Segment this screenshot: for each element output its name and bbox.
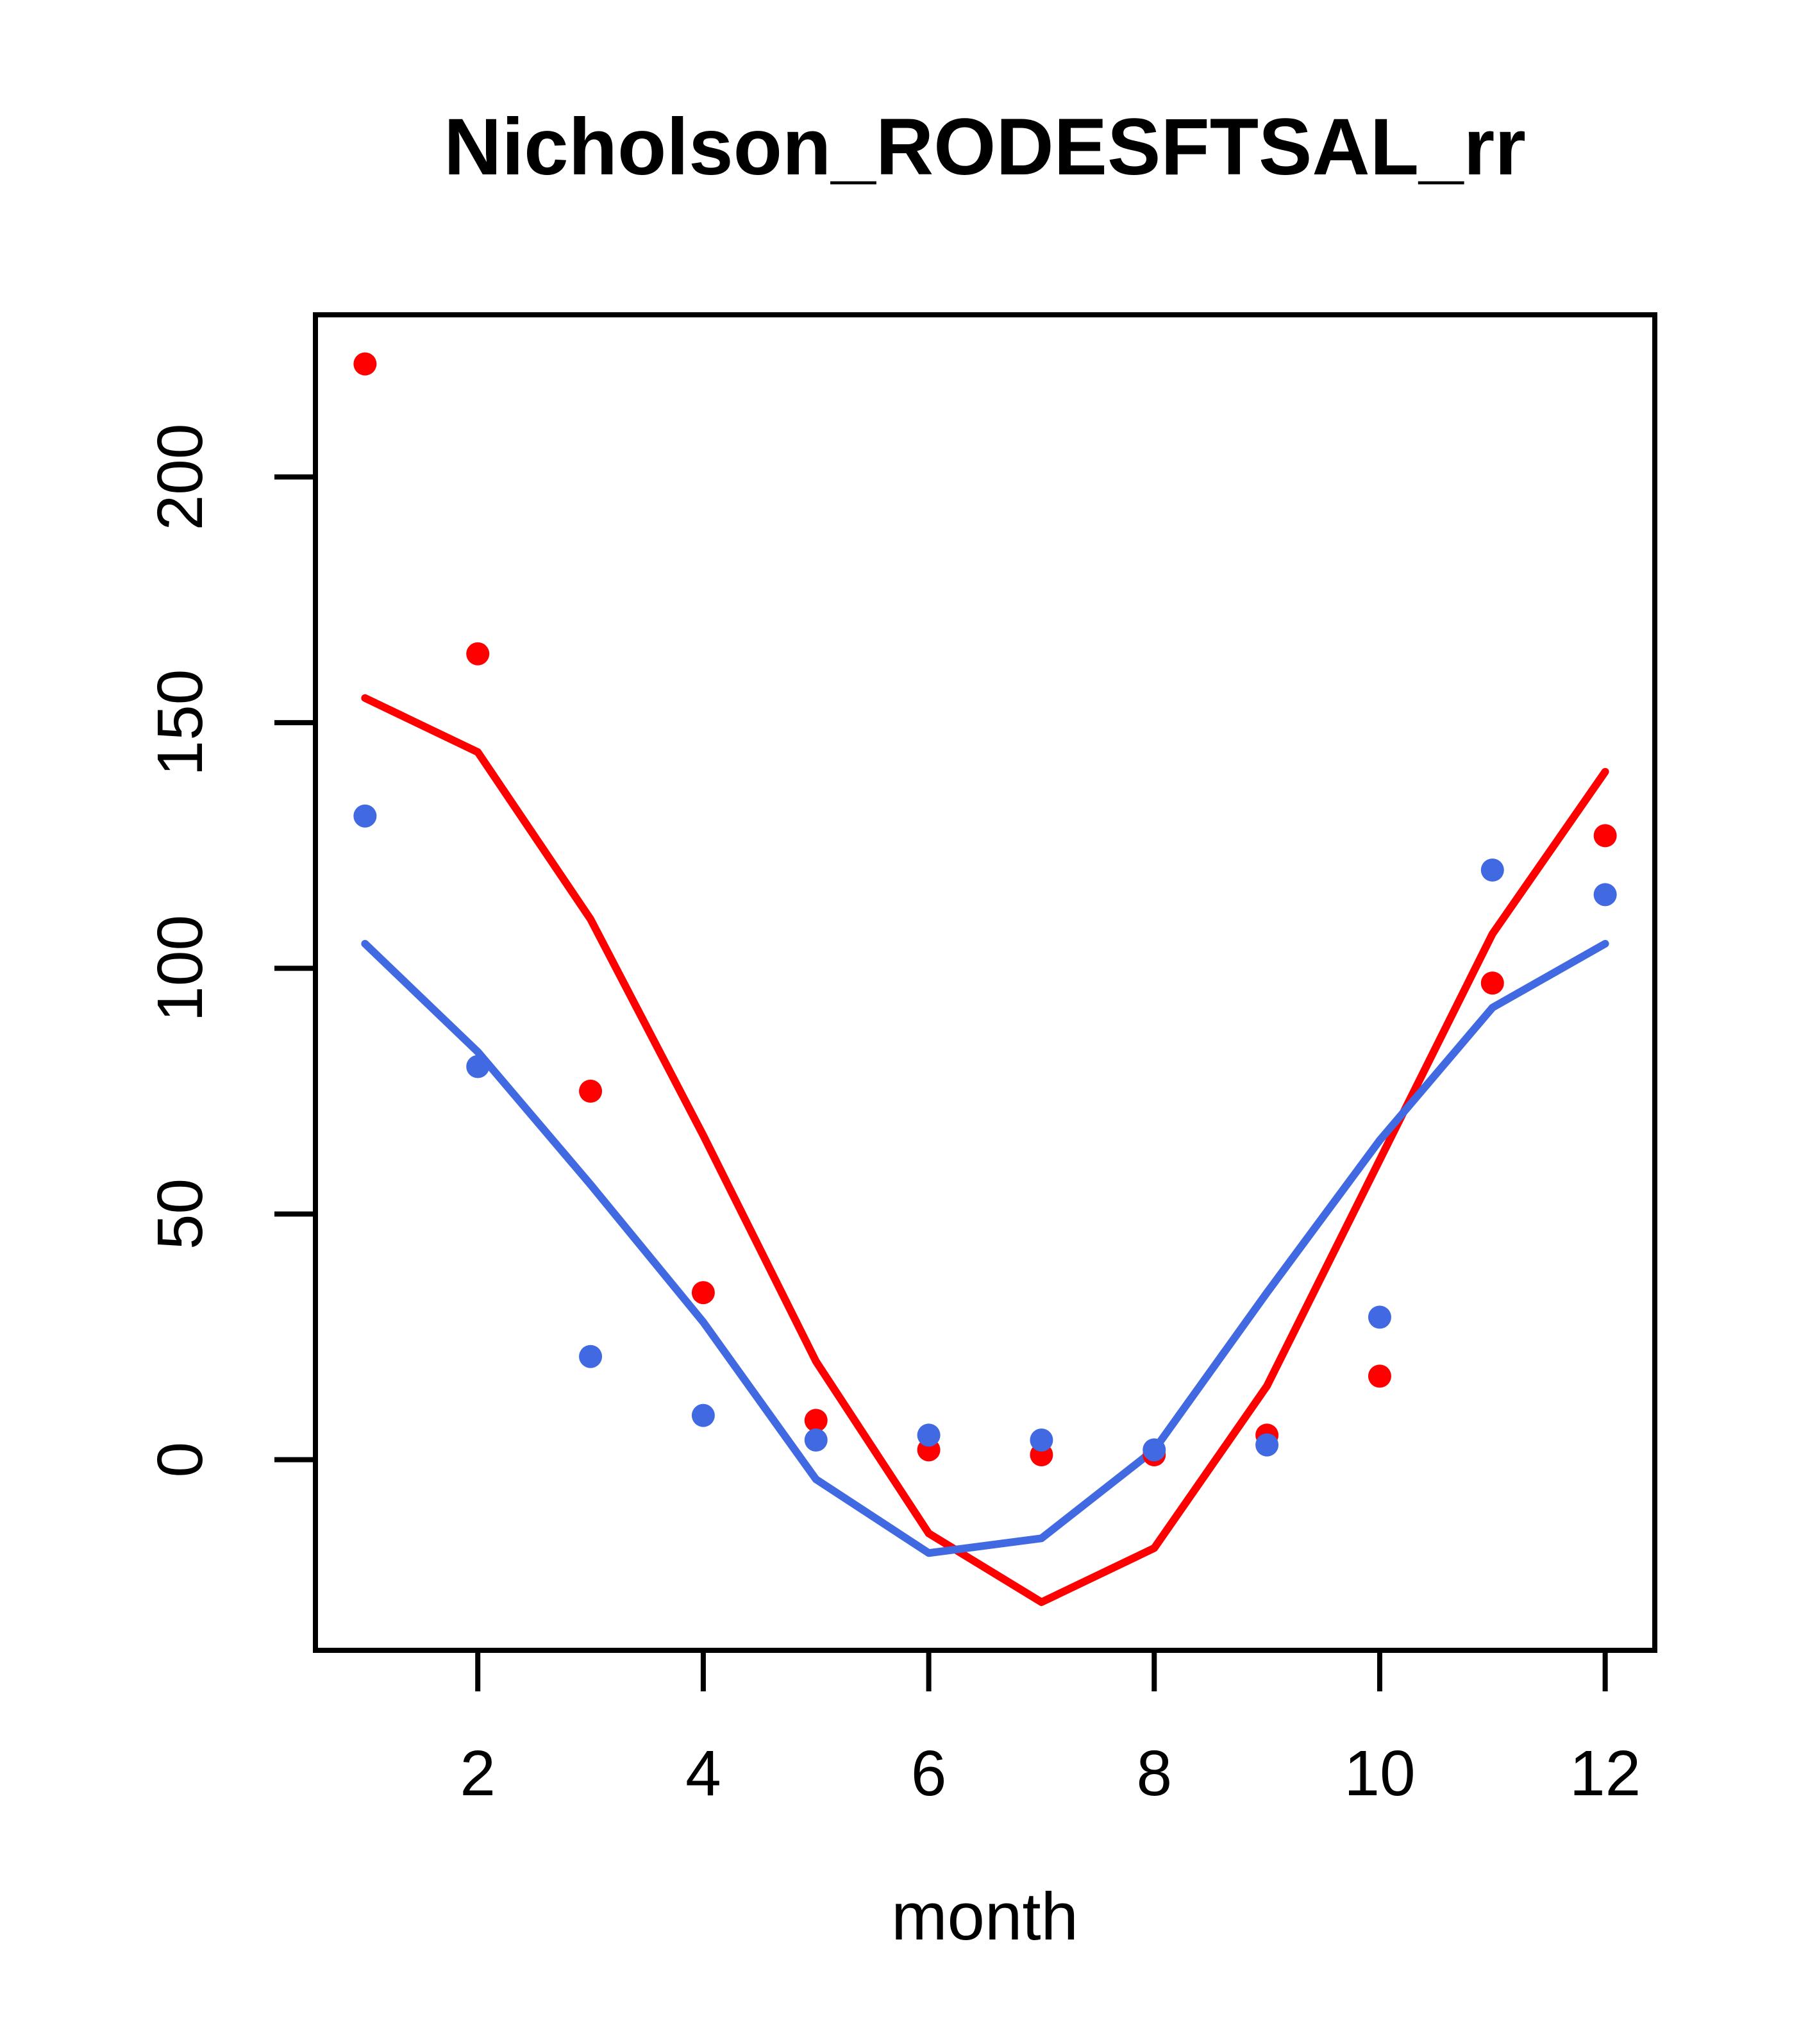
blue-points-dot xyxy=(691,1403,715,1427)
blue-points-dot xyxy=(804,1428,828,1452)
series-points-layer xyxy=(353,352,1617,1466)
x-tick-label: 2 xyxy=(460,1738,496,1809)
series-lines-layer xyxy=(361,694,1609,1606)
blue-smooth-line xyxy=(361,939,1609,1557)
blue-points-dot xyxy=(1030,1428,1053,1452)
red-points-dot xyxy=(353,352,377,376)
blue-points-dot xyxy=(353,804,377,828)
red-points-dot xyxy=(466,642,490,666)
x-tick-label: 12 xyxy=(1570,1738,1641,1809)
blue-points-dot xyxy=(1368,1305,1391,1329)
blue-points-dot xyxy=(1255,1433,1279,1457)
y-tick-label: 50 xyxy=(144,1178,216,1250)
red-points-dot xyxy=(1480,971,1504,995)
x-axis-label: month xyxy=(891,1879,1078,1954)
red-points-dot xyxy=(804,1409,828,1432)
y-tick-label: 150 xyxy=(144,669,216,776)
blue-points-dot xyxy=(1143,1438,1166,1462)
blue-points-dot xyxy=(917,1423,941,1447)
x-tick-label: 4 xyxy=(685,1738,721,1809)
x-tick-label: 6 xyxy=(911,1738,947,1809)
blue-points-dot xyxy=(1480,859,1504,882)
y-tick-label: 0 xyxy=(144,1442,216,1478)
blue-points-dot xyxy=(579,1345,603,1368)
y-axis-ticks: 0 50 100 150 200 xyxy=(144,423,315,1477)
blue-points xyxy=(353,804,1617,1462)
chart-title: Nicholson_RODESFTSAL_rr xyxy=(444,103,1526,192)
x-axis-ticks: 2 4 6 8 10 12 xyxy=(460,1650,1641,1809)
blue-points-dot xyxy=(1593,883,1617,907)
red-points-dot xyxy=(1593,824,1617,848)
y-tick-label: 200 xyxy=(144,423,216,530)
blue-points-dot xyxy=(466,1055,490,1078)
x-tick-label: 10 xyxy=(1344,1738,1415,1809)
red-smooth-line xyxy=(361,694,1609,1606)
red-points-dot xyxy=(691,1281,715,1305)
red-points-dot xyxy=(579,1079,603,1103)
plot-border xyxy=(313,312,1657,1653)
y-tick-label: 100 xyxy=(144,915,216,1022)
red-points-dot xyxy=(1368,1364,1391,1388)
red-points xyxy=(353,352,1617,1466)
x-tick-label: 8 xyxy=(1136,1738,1172,1809)
